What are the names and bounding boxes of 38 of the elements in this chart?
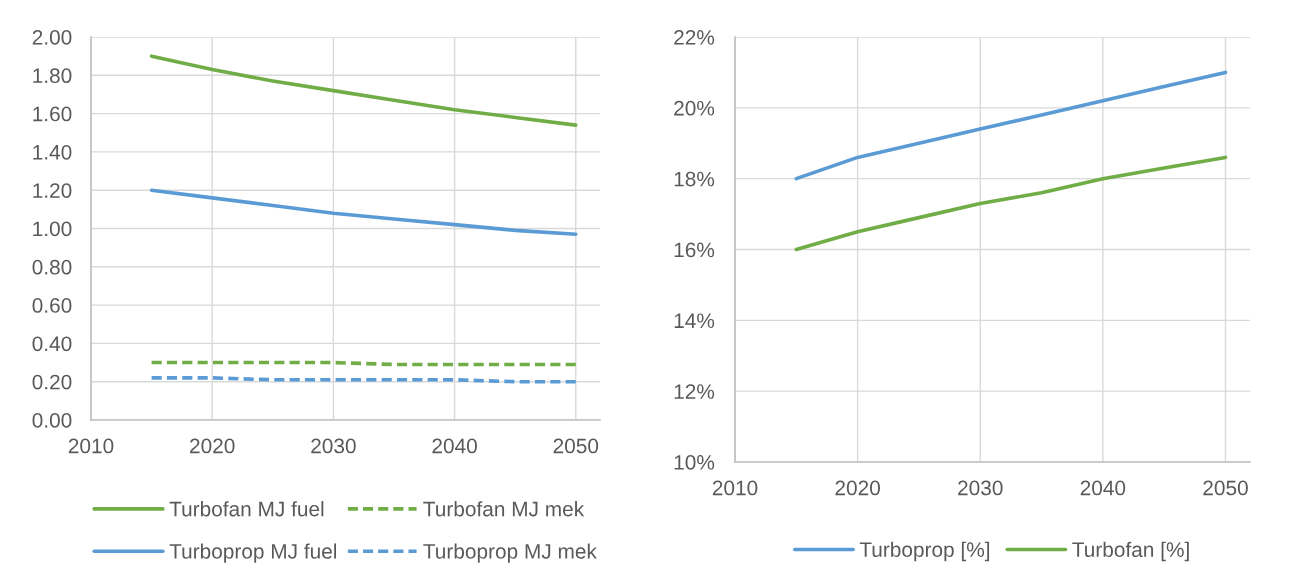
y-tick-label: 20%	[674, 100, 715, 116]
legend-label: Turbofan MJ mek	[423, 501, 585, 517]
legend-label: Turboprop MJ mek	[423, 543, 597, 563]
y-tick-label: 0.00	[32, 413, 72, 428]
x-tick-label: 2010	[68, 438, 114, 454]
y-tick-label: 1.80	[33, 68, 72, 84]
legend-label: Turbofan [%]	[1072, 541, 1189, 562]
legend-label: Turboprop MJ fuel	[169, 543, 337, 563]
y-tick-label: 1.00	[33, 221, 72, 237]
x-tick-label: 2020	[190, 438, 235, 454]
x-tick-label: 2020	[835, 480, 880, 496]
y-tick-label: 0.60	[32, 298, 72, 313]
y-tick-label: 0.40	[32, 336, 72, 352]
y-tick-label: 16%	[674, 242, 715, 258]
x-tick-label: 2010	[712, 480, 758, 496]
y-tick-label: 1.60	[33, 106, 72, 122]
legend-label: Turbofan MJ fuel	[169, 501, 324, 517]
line-series	[149, 188, 578, 237]
x-tick-label: 2030	[311, 438, 356, 454]
x-tick-label: 2030	[958, 480, 1003, 496]
y-tick-label: 1.40	[33, 144, 72, 160]
y-tick-label: 0.80	[32, 259, 72, 275]
y-tick-label: 18%	[674, 171, 715, 187]
legend-label: Turboprop [%]	[859, 541, 990, 562]
y-tick-label: 1.20	[33, 183, 72, 198]
y-tick-label: 2.00	[32, 30, 72, 45]
x-tick-label: 2040	[432, 438, 477, 454]
x-tick-label: 2050	[553, 438, 599, 454]
x-tick-label: 2050	[1203, 480, 1248, 496]
line-series	[794, 155, 1228, 252]
x-tick-label: 2040	[1080, 480, 1126, 496]
line-series	[794, 70, 1228, 181]
y-tick-label: 22%	[674, 30, 715, 45]
y-tick-label: 12%	[674, 384, 715, 399]
y-tick-label: 0.20	[32, 374, 72, 390]
y-tick-label: 14%	[674, 313, 715, 329]
y-tick-label: 10%	[674, 455, 715, 470]
line-series	[149, 54, 578, 127]
